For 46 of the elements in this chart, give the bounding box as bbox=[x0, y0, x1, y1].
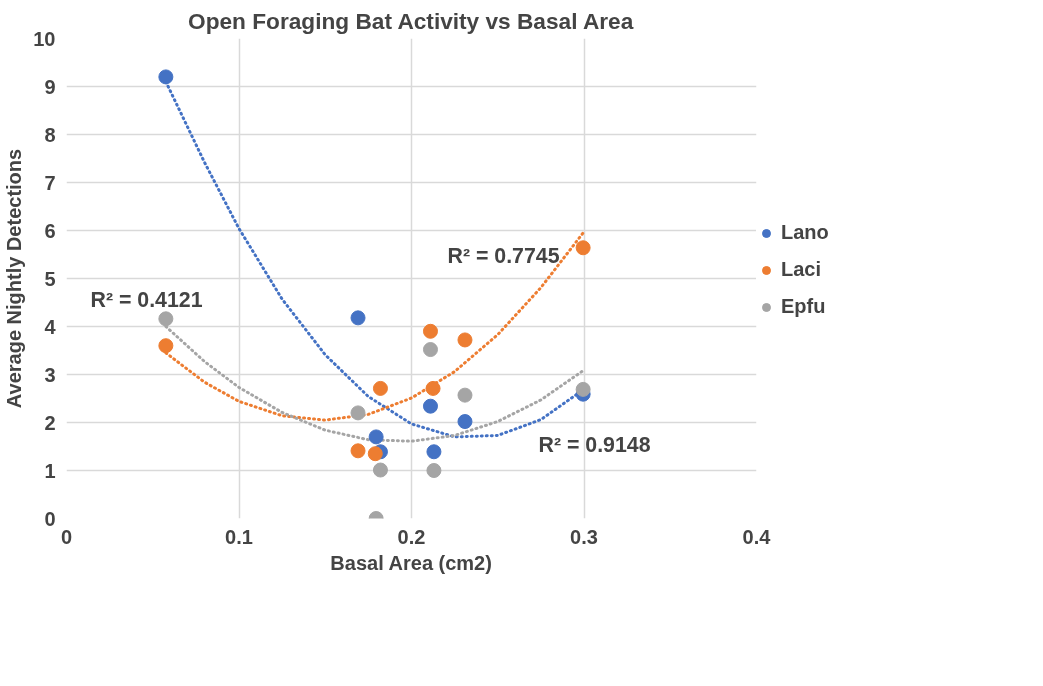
legend-label: Lano bbox=[781, 221, 829, 244]
x-tick-label: 0.4 bbox=[742, 525, 772, 548]
y-tick-label: 4 bbox=[44, 315, 57, 338]
y-tick-label: 0 bbox=[44, 507, 56, 530]
point bbox=[422, 398, 438, 414]
x-tick-label: 0.3 bbox=[570, 525, 598, 548]
point bbox=[425, 380, 441, 396]
point bbox=[575, 240, 591, 256]
point bbox=[372, 462, 388, 478]
y-tick-label: 5 bbox=[44, 267, 56, 290]
y-axis-title: Average Nightly Detections bbox=[3, 148, 26, 409]
annotation: R² = 0.4121 bbox=[90, 287, 203, 312]
legend-label: Epfu bbox=[781, 295, 826, 318]
chart-title: Open Foraging Bat Activity vs Basal Area bbox=[188, 7, 634, 34]
point bbox=[575, 381, 591, 397]
y-tick-label: 1 bbox=[44, 459, 56, 482]
y-tick-label: 3 bbox=[44, 363, 56, 386]
x-tick-label: 0.1 bbox=[225, 525, 253, 548]
x-tick-label: 0.2 bbox=[397, 525, 426, 548]
point bbox=[158, 338, 174, 354]
y-tick-label: 2 bbox=[44, 411, 56, 434]
point bbox=[372, 380, 388, 396]
point bbox=[426, 444, 442, 460]
y-tick-label: 10 bbox=[33, 27, 56, 50]
point bbox=[350, 310, 366, 326]
annotation: R² = 0.7745 bbox=[447, 243, 560, 268]
point bbox=[368, 429, 384, 445]
point bbox=[158, 69, 174, 85]
point bbox=[350, 443, 366, 459]
point bbox=[457, 332, 473, 348]
y-tick-label: 9 bbox=[44, 75, 56, 98]
y-tick-label: 8 bbox=[44, 123, 56, 146]
y-tick-label: 6 bbox=[44, 219, 56, 242]
point bbox=[457, 387, 473, 403]
point bbox=[422, 323, 438, 339]
y-tick-label: 7 bbox=[44, 171, 56, 194]
annotation: R² = 0.9148 bbox=[538, 432, 651, 457]
point bbox=[158, 311, 174, 327]
point bbox=[367, 446, 383, 462]
point bbox=[457, 414, 473, 430]
x-tick-label: 0 bbox=[60, 525, 73, 548]
legend-label: Laci bbox=[781, 258, 822, 281]
x-axis-title: Basal Area (cm2) bbox=[330, 551, 492, 574]
point bbox=[422, 342, 438, 358]
point bbox=[350, 405, 366, 421]
point bbox=[426, 463, 442, 478]
